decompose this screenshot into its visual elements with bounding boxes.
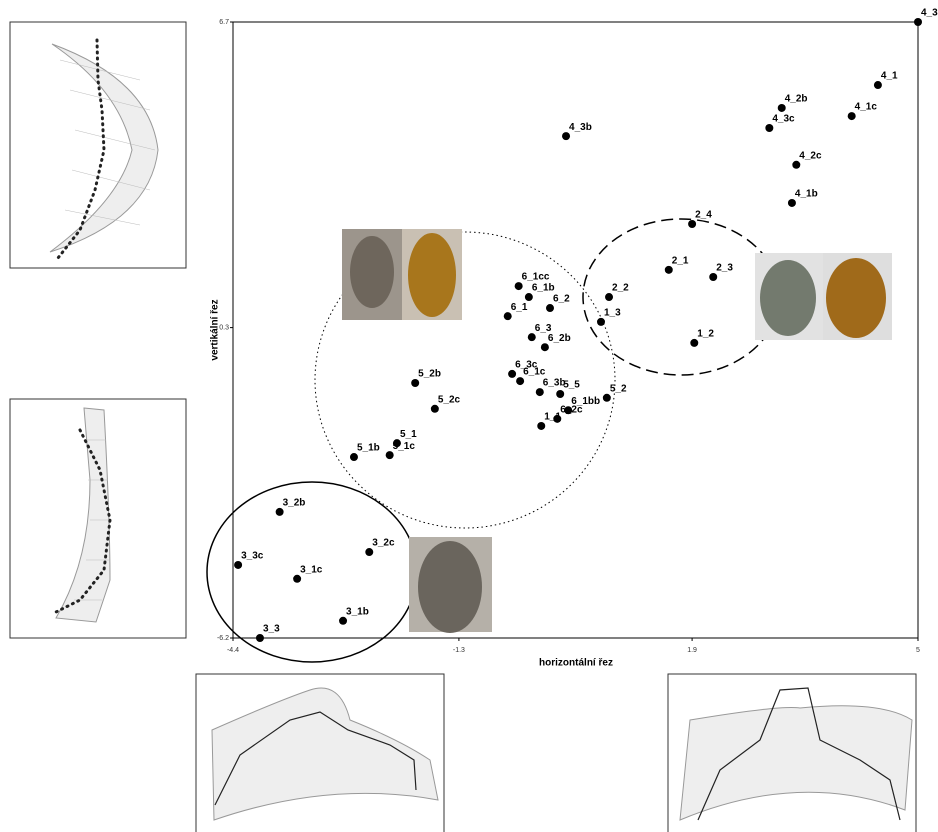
point-label: 5_1c: [393, 441, 416, 452]
point: [537, 421, 546, 430]
point: [430, 404, 439, 413]
point-label: 4_1c: [855, 102, 878, 113]
point: [556, 389, 565, 398]
point: [516, 377, 525, 386]
point: [349, 453, 358, 462]
point-label: 6_2b: [548, 333, 571, 344]
point-label: 2_4: [695, 210, 712, 221]
photo: [755, 253, 892, 340]
point: [847, 112, 856, 121]
x-tick-label: 5: [916, 647, 920, 654]
point: [385, 451, 394, 460]
point-label: 4_3: [921, 8, 938, 19]
point: [392, 439, 401, 448]
point-label: 6_1: [511, 302, 528, 313]
point: [564, 406, 573, 415]
y-tick-label: 6.7: [219, 19, 229, 26]
point: [514, 282, 523, 291]
point-label: 6_2: [553, 294, 570, 305]
point: [275, 507, 284, 516]
point-label: 4_3c: [772, 114, 795, 125]
point: [293, 574, 302, 583]
point: [597, 317, 606, 326]
point: [562, 132, 571, 141]
point: [873, 81, 882, 90]
point-label: 5_5: [563, 380, 580, 391]
point: [503, 312, 512, 321]
point-label: 5_1: [400, 429, 417, 440]
point-label: 3_3: [263, 624, 280, 635]
shape-panel: [9, 398, 187, 639]
point: [535, 388, 544, 397]
point: [765, 124, 774, 133]
point: [602, 393, 611, 402]
point: [709, 272, 718, 281]
point-label: 3_1c: [300, 564, 323, 575]
point-label: 4_2c: [799, 150, 822, 161]
plot-frame: [232, 21, 919, 639]
point-label: 6_1bb: [571, 396, 600, 407]
point-label: 1_3: [604, 308, 621, 319]
point: [545, 304, 554, 313]
point-label: 2_1: [672, 255, 689, 266]
photo: [409, 537, 492, 633]
point-label: 1_1: [544, 412, 561, 423]
point: [234, 560, 243, 569]
point-label: 5_2b: [418, 369, 441, 380]
point-label: 3_2b: [283, 498, 306, 509]
point: [914, 18, 922, 26]
point-label: 3_3c: [241, 551, 264, 562]
x-tick-label: -1.3: [453, 647, 465, 654]
point-label: 6_3c: [515, 360, 538, 371]
shape-panel: [667, 673, 917, 832]
x-tick-label: -4.4: [227, 647, 239, 654]
x-tick-label: 1.9: [687, 647, 697, 654]
y-tick-label: 0.3: [219, 324, 229, 331]
point-label: 6_3b: [543, 378, 566, 389]
point-label: 4_1b: [795, 189, 818, 200]
point-label: 6_1b: [532, 283, 555, 294]
point-label: 6_2c: [560, 404, 583, 415]
point: [540, 343, 549, 352]
point-label: 2_2: [612, 283, 629, 294]
point-label: 3_2c: [372, 538, 395, 549]
point: [411, 379, 420, 388]
point-label: 5_2c: [438, 394, 461, 405]
point-label: 3_1b: [346, 606, 369, 617]
group-outline: [314, 231, 616, 529]
point: [605, 293, 614, 302]
point: [508, 369, 517, 378]
photo: [342, 229, 462, 320]
point-label: 2_3: [716, 263, 733, 274]
point-label: 5_2: [610, 383, 627, 394]
point-label: 4_3b: [569, 122, 592, 133]
point-label: 5_1b: [357, 443, 380, 454]
point-label: 1_2: [697, 329, 714, 340]
point: [688, 219, 697, 228]
point: [255, 634, 264, 642]
point: [524, 293, 533, 302]
y-axis-label: vertikální řez: [210, 299, 221, 360]
shape-panel: [9, 21, 187, 269]
point: [553, 414, 562, 423]
point: [792, 160, 801, 169]
point: [365, 548, 374, 557]
y-tick-label: -6.2: [217, 635, 229, 642]
point-label: 6_1c: [523, 367, 546, 378]
point-label: 4_1: [881, 71, 898, 82]
point: [777, 103, 786, 112]
shape-panel: [195, 673, 445, 832]
x-axis-label: horizontální řez: [539, 658, 613, 669]
point-label: 6_1cc: [522, 272, 550, 283]
point-label: 6_3: [535, 323, 552, 334]
point-label: 4_2b: [785, 94, 808, 105]
point: [664, 265, 673, 274]
point: [527, 333, 536, 342]
point: [690, 338, 699, 347]
point: [339, 616, 348, 625]
point: [787, 198, 796, 207]
